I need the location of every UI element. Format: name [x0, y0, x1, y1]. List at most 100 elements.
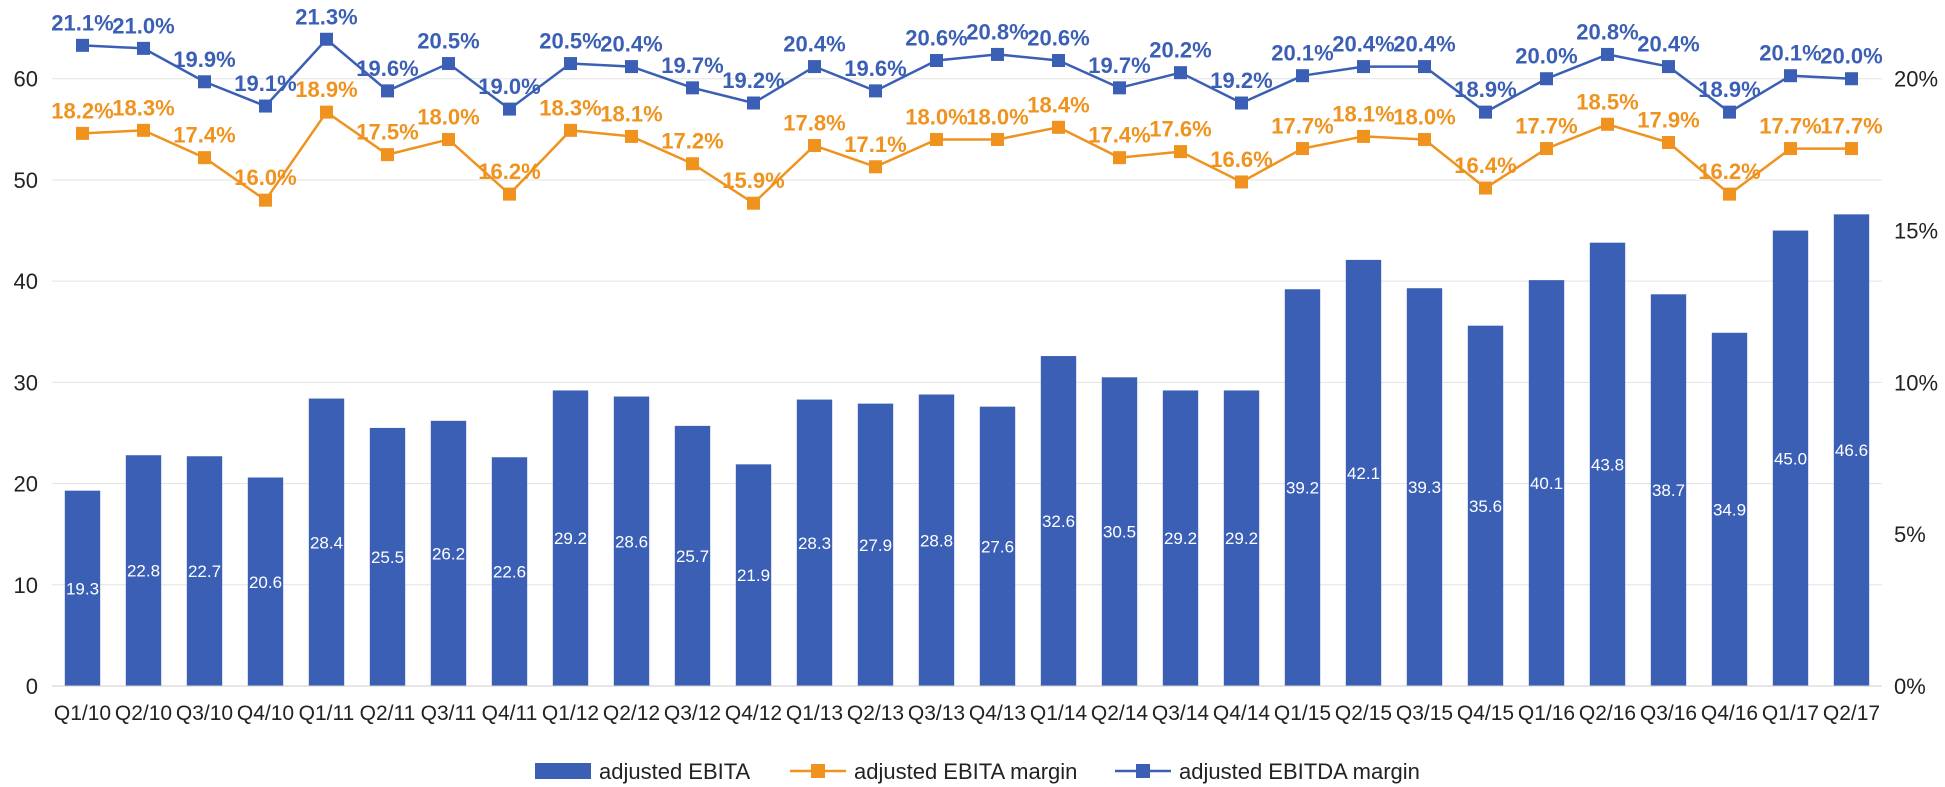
label-adjusted-ebita-margin-q4-16: 16.2%: [1698, 159, 1760, 184]
bar-label-q3-11: 26.2: [432, 544, 465, 563]
right-tick-0: 0%: [1894, 674, 1926, 699]
marker-adjusted-ebitda-margin-q4-12: [747, 96, 760, 110]
bar-label-q4-14: 29.2: [1225, 529, 1258, 548]
label-adjusted-ebita-margin-q3-13: 18.0%: [905, 104, 967, 129]
bar-q1-16: [1528, 280, 1565, 686]
marker-adjusted-ebitda-margin-q1-11: [320, 32, 333, 46]
label-adjusted-ebita-margin-q2-15: 18.1%: [1332, 101, 1394, 126]
bar-label-q4-13: 27.6: [981, 537, 1014, 556]
marker-adjusted-ebita-margin-q2-12: [625, 129, 638, 143]
bar-q2-17: [1833, 214, 1870, 687]
marker-adjusted-ebita-margin-q3-16: [1662, 135, 1675, 149]
marker-adjusted-ebitda-margin-q1-16: [1540, 72, 1553, 86]
label-adjusted-ebitda-margin-q4-15: 18.9%: [1454, 77, 1516, 102]
marker-adjusted-ebita-margin-q4-10: [259, 193, 272, 207]
left-tick-50: 50: [14, 168, 38, 193]
legend-marker-adjusted-ebita-margin: [811, 764, 825, 778]
label-adjusted-ebitda-margin-q3-13: 20.6%: [905, 26, 967, 51]
bar-label-q1-14: 32.6: [1042, 512, 1075, 531]
left-tick-0: 0: [26, 674, 38, 699]
line-adjusted-ebita-margin: [82, 110, 1852, 205]
x-tick-q3-12: Q3/12: [664, 702, 721, 725]
bar-q3-11: [430, 420, 467, 686]
label-adjusted-ebitda-margin-q3-15: 20.4%: [1393, 32, 1455, 57]
bar-label-q2-11: 25.5: [371, 548, 404, 567]
bar-q1-13: [796, 399, 833, 686]
marker-adjusted-ebitda-margin-q2-12: [625, 60, 638, 74]
legend-label-adjusted-ebita-margin: adjusted EBITA margin: [854, 759, 1077, 784]
bar-label-q2-15: 42.1: [1347, 464, 1380, 483]
line-adjusted-ebitda-margin: [82, 37, 1852, 114]
label-adjusted-ebitda-margin-q3-16: 20.4%: [1637, 32, 1699, 57]
x-tick-q1-16: Q1/16: [1518, 702, 1575, 725]
bar-series-adjusted-ebita: [64, 214, 1870, 687]
label-adjusted-ebitda-margin-q3-12: 19.7%: [661, 53, 723, 78]
label-adjusted-ebita-margin-q3-12: 17.2%: [661, 129, 723, 154]
marker-adjusted-ebita-margin-q1-16: [1540, 142, 1553, 156]
bar-label-q2-10: 22.8: [127, 562, 160, 581]
bar-q4-15: [1467, 325, 1504, 686]
marker-adjusted-ebita-margin-q2-10: [137, 123, 150, 137]
bar-q1-17: [1772, 230, 1809, 686]
label-adjusted-ebita-margin-q1-13: 17.8%: [783, 111, 845, 136]
gridlines: [52, 78, 1882, 586]
marker-adjusted-ebita-margin-q1-11: [320, 105, 333, 119]
x-tick-q4-13: Q4/13: [969, 702, 1026, 725]
x-tick-q2-10: Q2/10: [115, 702, 172, 725]
bar-label-q4-16: 34.9: [1713, 500, 1746, 519]
bar-q1-12: [552, 390, 589, 686]
bar-q2-14: [1101, 377, 1138, 686]
x-tick-q4-16: Q4/16: [1701, 702, 1758, 725]
marker-adjusted-ebitda-margin-q2-17: [1845, 72, 1858, 86]
label-adjusted-ebitda-margin-q4-13: 20.8%: [966, 19, 1028, 44]
bar-q4-16: [1711, 332, 1748, 686]
label-adjusted-ebitda-margin-q2-10: 21.0%: [112, 13, 174, 38]
marker-adjusted-ebitda-margin-q3-15: [1418, 60, 1431, 74]
x-tick-q3-11: Q3/11: [421, 702, 477, 725]
marker-adjusted-ebita-margin-q1-15: [1296, 142, 1309, 156]
x-tick-q3-10: Q3/10: [176, 702, 233, 725]
legend-label-adjusted-ebitda-margin: adjusted EBITDA margin: [1179, 759, 1420, 784]
marker-adjusted-ebitda-margin-q3-16: [1662, 60, 1675, 74]
marker-adjusted-ebitda-margin-q2-14: [1113, 81, 1126, 95]
label-adjusted-ebita-margin-q1-14: 18.4%: [1027, 92, 1089, 117]
label-adjusted-ebitda-margin-q1-10: 21.1%: [51, 10, 113, 35]
marker-adjusted-ebitda-margin-q2-11: [381, 84, 394, 98]
marker-adjusted-ebita-margin-q3-11: [442, 132, 455, 146]
x-tick-q3-16: Q3/16: [1640, 702, 1697, 725]
bar-label-q2-16: 43.8: [1591, 455, 1624, 474]
line-series: [76, 32, 1858, 210]
right-tick-15: 15%: [1894, 219, 1938, 244]
bar-label-q3-15: 39.3: [1408, 478, 1441, 497]
label-adjusted-ebitda-margin-q1-12: 20.5%: [539, 29, 601, 54]
bar-label-q2-17: 46.6: [1835, 441, 1868, 460]
marker-adjusted-ebita-margin-q4-16: [1723, 187, 1736, 201]
bar-label-q2-14: 30.5: [1103, 523, 1136, 542]
bar-label-q1-11: 28.4: [310, 533, 343, 552]
marker-adjusted-ebitda-margin-q4-13: [991, 47, 1004, 61]
marker-adjusted-ebitda-margin-q4-15: [1479, 105, 1492, 119]
label-adjusted-ebita-margin-q4-10: 16.0%: [234, 165, 296, 190]
label-adjusted-ebitda-margin-q4-10: 19.1%: [234, 71, 296, 96]
bar-label-q4-11: 22.6: [493, 563, 526, 582]
label-adjusted-ebita-margin-q2-14: 17.4%: [1088, 123, 1150, 148]
bar-q4-14: [1223, 390, 1260, 686]
label-adjusted-ebita-margin-q4-11: 16.2%: [478, 159, 540, 184]
right-axis: 0% 5% 10% 15% 20%: [1894, 67, 1938, 699]
label-adjusted-ebita-margin-q4-14: 16.6%: [1210, 147, 1272, 172]
marker-adjusted-ebitda-margin-q2-15: [1357, 60, 1370, 74]
left-tick-30: 30: [14, 370, 38, 395]
bar-q3-13: [918, 394, 955, 686]
label-adjusted-ebita-margin-q1-16: 17.7%: [1515, 114, 1577, 139]
label-adjusted-ebitda-margin-q2-15: 20.4%: [1332, 32, 1394, 57]
label-adjusted-ebitda-margin-q1-15: 20.1%: [1271, 41, 1333, 66]
bar-q3-12: [674, 425, 711, 686]
bar-label-q1-15: 39.2: [1286, 479, 1319, 498]
marker-adjusted-ebitda-margin-q2-13: [869, 84, 882, 98]
label-adjusted-ebitda-margin-q2-12: 20.4%: [600, 32, 662, 57]
bar-label-q3-10: 22.7: [188, 562, 221, 581]
x-tick-q4-11: Q4/11: [482, 702, 538, 725]
bar-label-q1-12: 29.2: [554, 529, 587, 548]
marker-adjusted-ebita-margin-q4-11: [503, 187, 516, 201]
label-adjusted-ebitda-margin-q3-11: 20.5%: [417, 29, 479, 54]
